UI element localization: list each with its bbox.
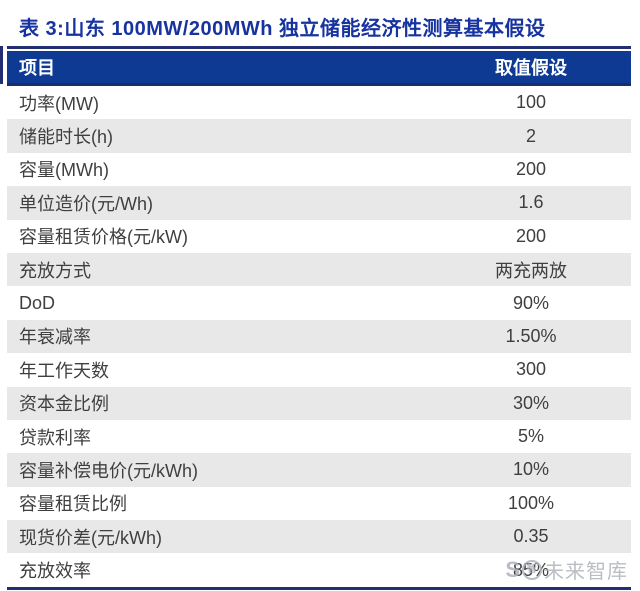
table-row: 贷款利率 5% [7,419,631,454]
table-row: 现货价差(元/kWh) 0.35 [7,520,631,554]
row-label: 容量(MWh) [19,160,109,181]
table-row: 充放效率 85% [7,553,631,587]
row-value: 300 [515,359,547,380]
row-label: 现货价差(元/kWh) [19,527,162,548]
table-row: 容量租赁比例 100% [7,486,631,521]
row-value: 2 [525,125,536,146]
row-label: 储能时长(h) [19,127,113,148]
row-value: 1.50% [505,325,557,346]
assumptions-table: 项目 取值假设 功率(MW) 100 储能时长(h) 2 容量(MWh) 200… [7,51,631,587]
table-row: 功率(MW) 100 [7,86,631,120]
table-title-row: 表 3:山东 100MW/200MWh 独立储能经济性测算基本假设 [0,0,640,46]
table-row: DoD 90% [7,286,631,320]
row-label: 功率(MW) [19,93,99,114]
row-value: 两充两放 [495,260,567,281]
table-row: 容量补偿电价(元/kWh) 10% [7,453,631,487]
table-row: 单位造价(元/Wh) 1.6 [7,186,631,220]
table-row: 储能时长(h) 2 [7,119,631,153]
left-accent-bar [0,46,3,84]
row-value: 1.6 [518,192,544,213]
table-body: 功率(MW) 100 储能时长(h) 2 容量(MWh) 200 单位造价(元/… [7,86,631,587]
row-label: 容量租赁比例 [19,494,127,515]
header-item-column: 项目 [19,58,55,78]
row-value: 100 [515,92,547,113]
header-value-column: 取值假设 [495,58,567,78]
table-header-row: 项目 取值假设 [7,51,631,86]
row-value: 85% [512,559,550,580]
row-value: 10% [512,459,550,480]
table-row: 容量租赁价格(元/kW) 200 [7,219,631,253]
table-row: 容量(MWh) 200 [7,152,631,187]
row-label: DoD [19,292,56,313]
row-label: 容量租赁价格(元/kW) [19,227,188,248]
row-label: 贷款利率 [19,427,91,448]
row-label: 年工作天数 [19,360,109,381]
row-value: 30% [512,392,550,413]
row-label: 充放效率 [19,561,91,582]
row-value: 5% [517,426,544,447]
row-label: 资本金比例 [19,394,109,415]
row-value: 200 [515,158,547,179]
row-label: 单位造价(元/Wh) [19,193,153,214]
table-bottom-rule [7,586,631,590]
row-label: 年衰减率 [19,327,91,348]
row-value: 100% [507,492,555,513]
table-title: 表 3:山东 100MW/200MWh 独立储能经济性测算基本假设 [19,18,546,40]
table-row: 资本金比例 30% [7,386,631,420]
row-label: 充放方式 [19,260,91,281]
row-value: 200 [515,225,547,246]
table-row: 年工作天数 300 [7,353,631,387]
row-value: 90% [512,292,550,313]
row-value: 0.35 [513,526,549,547]
row-label: 容量补偿电价(元/kWh) [19,460,198,481]
table-row: 年衰减率 1.50% [7,319,631,354]
title-divider-rule [7,46,631,49]
table-row: 充放方式 两充两放 [7,252,631,287]
